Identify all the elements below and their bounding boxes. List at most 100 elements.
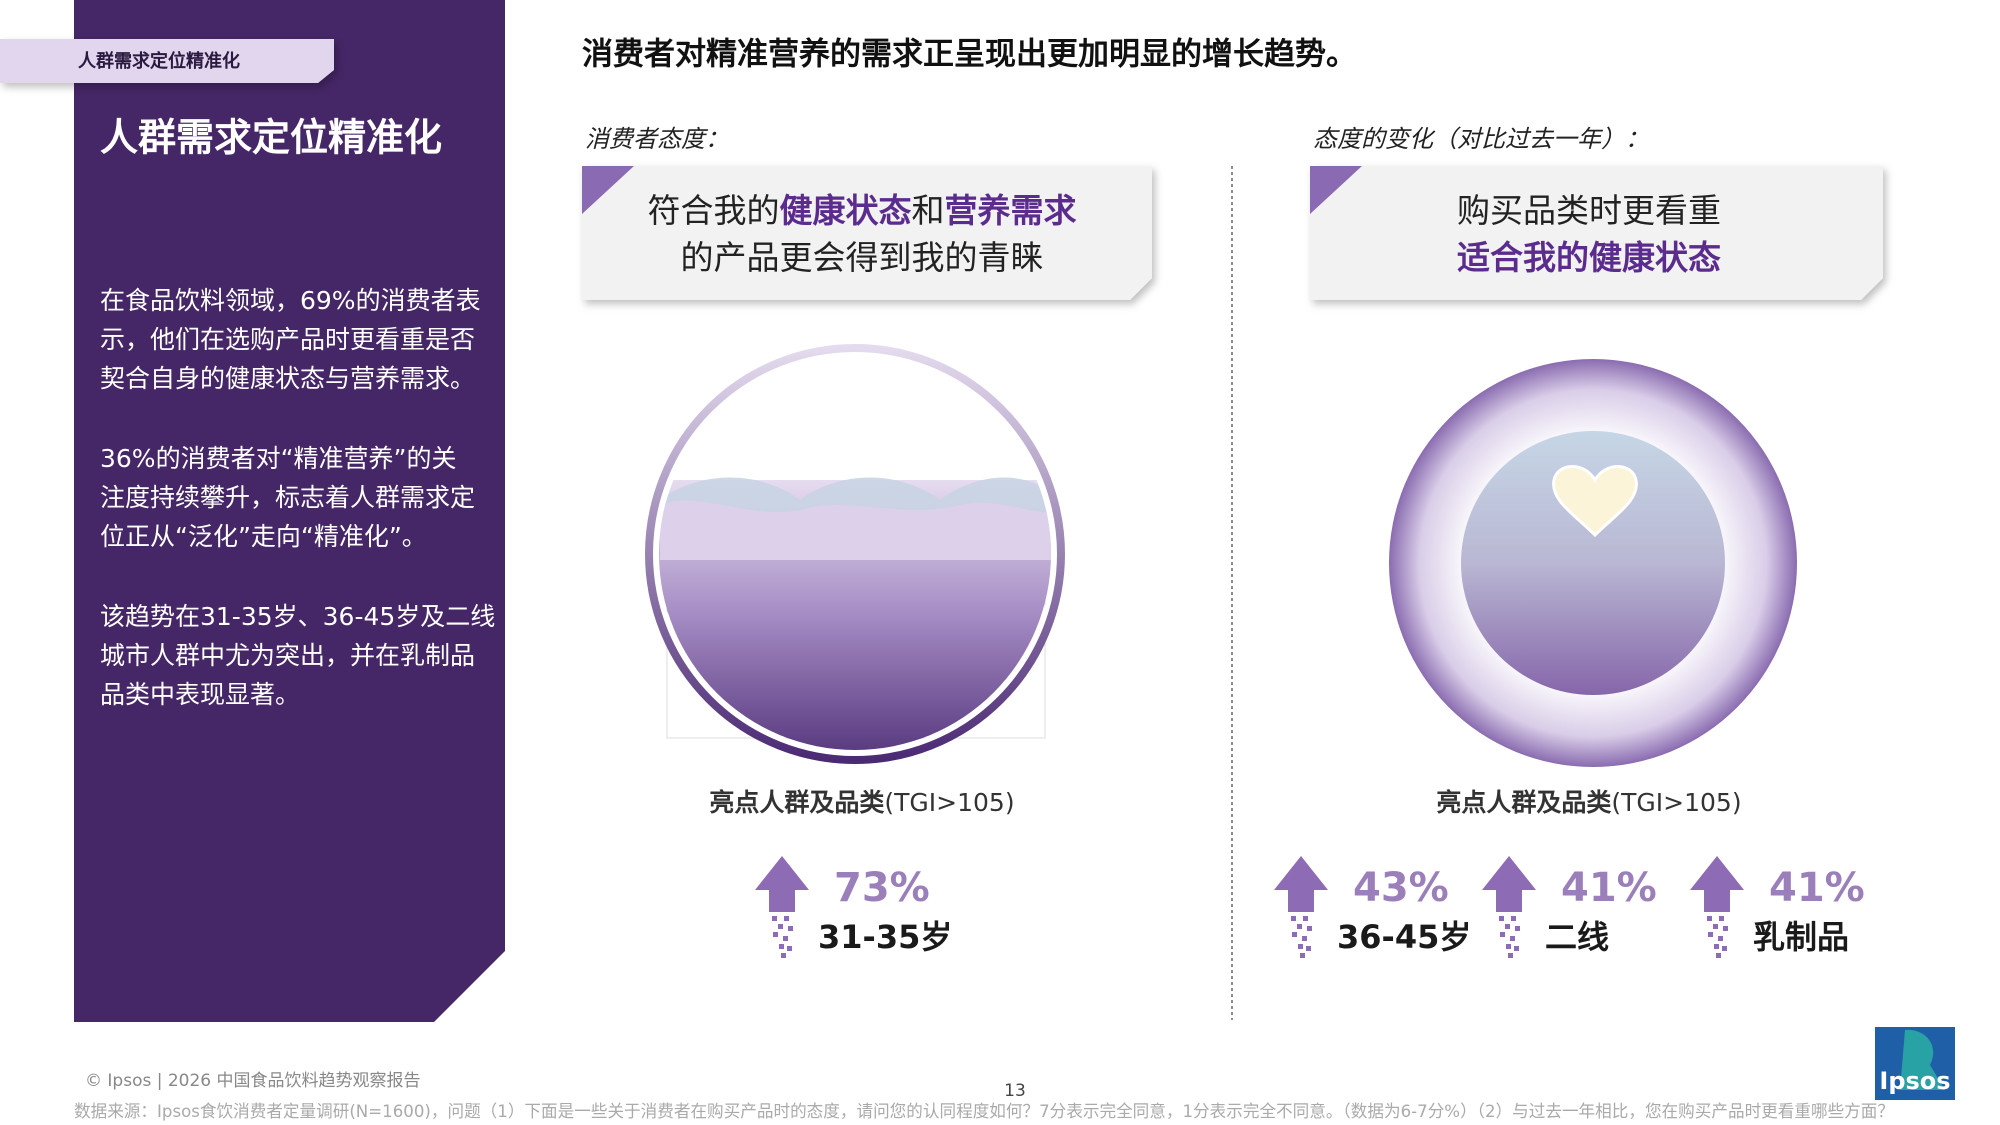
stat-label: 乳制品 [1753,918,1849,956]
statement-emphasis: 营养需求 [945,191,1077,230]
stat-label: 31-35岁 [818,918,952,956]
highlight-title: 亮点人群及品类 [709,788,885,817]
arrow-dot [787,946,792,951]
arrow-icon [1274,856,1328,912]
highlight-heading: 亮点人群及品类(TGI>105) [709,788,1014,817]
panel-subtitle: 消费者态度： [585,125,729,153]
statement-text: 和 [912,191,945,230]
arrow-dot [1719,916,1724,921]
arrow-dot [779,944,784,949]
arrow-icon [1690,856,1744,912]
arrow-dot [1713,924,1718,929]
arrow-dot [1307,926,1312,931]
arrow-dot [783,936,788,941]
heart [1552,465,1638,538]
arrow-dot [1515,926,1520,931]
arrow-dot [1510,936,1515,941]
arrow-dot [1718,936,1723,941]
statement-line: 符合我的健康状态和营养需求 [648,191,1077,230]
panel-subtitle: 态度的变化（对比过去一年）： [1313,125,1649,153]
logo-shape [1900,1029,1945,1090]
arrow-dot [1511,916,1516,921]
statement-box [1310,166,1883,300]
panels: 消费者态度：符合我的健康状态和营养需求的产品更会得到我的青睐69%亮点人群及品类… [582,125,1883,958]
statement-box [582,166,1152,300]
arrow-dot [784,916,789,921]
stat-value: 43% [1353,865,1449,911]
paragraph-line: 36%的消费者对“精准营养”的关 [100,444,456,473]
copyright: © Ipsos | 2026 中国食品饮料趋势观察报告 [85,1071,421,1091]
arrow-dot [1302,936,1307,941]
paragraph-line: 契合自身的健康状态与营养需求。 [100,364,475,393]
page-number: 13 [1004,1081,1026,1101]
arrow-icon [1482,856,1536,912]
highlight-heading: 亮点人群及品类(TGI>105) [1436,788,1741,817]
arrow-dot [772,916,777,921]
arrow-dot [1298,944,1303,949]
arrow-dot [1300,953,1305,958]
sidebar-text: 在食品饮料领域，69%的消费者表示，他们在选购产品时更看重是否契合自身的健康状态… [100,286,495,709]
statement-line: 的产品更会得到我的青睐 [681,238,1044,277]
arrow-dot [1291,916,1296,921]
stat-value: 73% [834,865,930,911]
statement-corner [582,166,634,214]
ring [645,344,1065,764]
paragraph-line: 品类中表现显著。 [100,680,300,709]
arrow-dot [1297,924,1302,929]
sidebar-title: 人群需求定位精准化 [100,116,442,160]
arrow-dot [1714,944,1719,949]
stat-label: 36-45岁 [1337,918,1471,956]
headline: 消费者对精准营养的需求正呈现出更加明显的增长趋势。 [582,37,1357,73]
statement-line: 购买品类时更看重 [1457,191,1721,230]
arrow-dot [1514,946,1519,951]
statement-text: 的产品更会得到我的青睐 [681,238,1044,277]
paragraph-line: 位正从“泛化”走向“精准化”。 [100,522,427,551]
arrow-dot [1506,944,1511,949]
stat-label: 二线 [1545,918,1609,956]
paragraph-line: 示，他们在选购产品时更看重是否 [100,325,475,354]
arrow-dot [778,924,783,929]
arrow-dot [1306,946,1311,951]
statement-text: 符合我的 [648,191,780,230]
highlight-note: (TGI>105) [884,788,1014,817]
arrow-dot [1499,916,1504,921]
statement-emphasis: 健康状态 [780,191,912,230]
statement-emphasis: 适合我的健康状态 [1457,238,1721,277]
paragraph-line: 城市人群中尤为突出，并在乳制品 [100,641,475,670]
paragraph-line: 注度持续攀升，标志着人群需求定 [100,483,475,512]
stat-value: 41% [1769,865,1865,911]
statement-corner [1310,166,1362,214]
ring-inner [652,351,1058,757]
statement-text: 购买品类时更看重 [1457,191,1721,230]
logo: Ipsos [1879,1067,1950,1095]
arrow-dot [1500,932,1505,937]
arrow-dot [1292,932,1297,937]
cup-visual [645,344,1065,764]
highlight-note: (TGI>105) [1611,788,1741,817]
arrow-dot [1722,946,1727,951]
source-note: 数据来源：Ipsos食饮消费者定量调研(N=1600)，问题（1）下面是一些关于… [74,1102,1894,1122]
inner-circle [1461,431,1725,695]
stat-value: 41% [1561,865,1657,911]
arrow-dot [1708,932,1713,937]
arrow-dot [788,926,793,931]
arrow-dot [1707,916,1712,921]
wave [660,500,1051,560]
paragraph-line: 该趋势在31-35岁、36-45岁及二线 [100,602,495,631]
arrow-dot [1505,924,1510,929]
statement-line: 适合我的健康状态 [1457,238,1721,277]
arrow-icon [755,856,809,912]
arrow-dot [781,953,786,958]
arrow-dot [1723,926,1728,931]
arrow-dot [1303,916,1308,921]
heart-visual [1389,359,1797,767]
arrow-dot [773,932,778,937]
tag-bg [0,39,334,83]
sidebar-panel [74,0,505,1022]
arrow-dot [1716,953,1721,958]
highlight-title: 亮点人群及品类 [1436,788,1612,817]
arrow-dot [1508,953,1513,958]
tag: 人群需求定位精准化 [78,50,240,72]
